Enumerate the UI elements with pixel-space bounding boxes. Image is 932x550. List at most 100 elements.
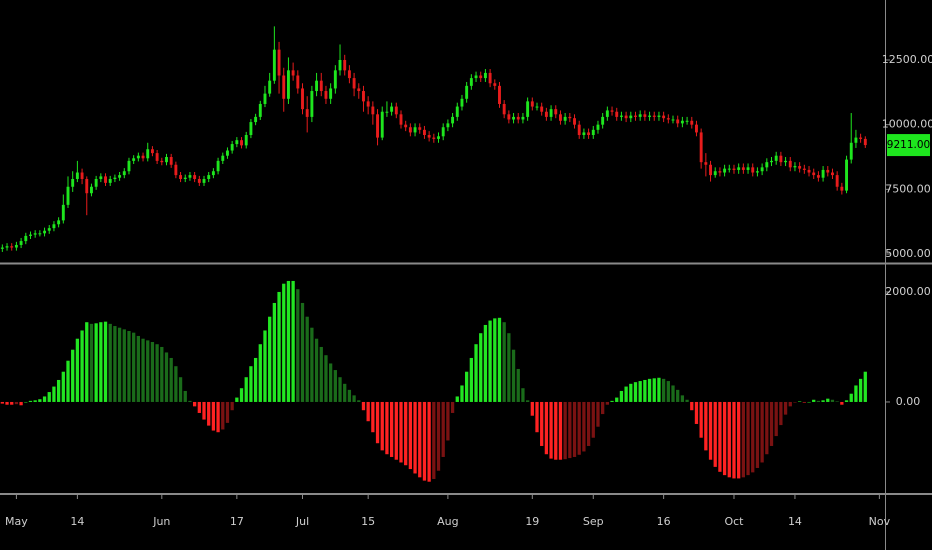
x-tick-label: Jun: [152, 515, 170, 528]
histogram-bar: [563, 401, 567, 460]
candle-body: [66, 186, 70, 205]
histogram-bar: [755, 401, 760, 468]
candle-body: [165, 156, 168, 163]
histogram-bar: [727, 401, 731, 478]
histogram-bar: [708, 401, 713, 460]
histogram-bar: [216, 401, 220, 433]
histogram-bar: [469, 357, 473, 402]
histogram-bar: [572, 401, 577, 457]
candle-body: [399, 114, 403, 125]
candle-body: [333, 70, 337, 89]
candle-body: [19, 241, 23, 245]
candle-body: [188, 175, 192, 178]
candle-body: [821, 169, 825, 178]
candle-body: [427, 135, 431, 138]
histogram-bar: [183, 390, 187, 402]
histogram-bar: [19, 401, 23, 406]
candle-body: [146, 149, 150, 159]
candle-body: [577, 124, 581, 136]
histogram-bar: [33, 400, 37, 402]
candle-body: [0, 247, 4, 249]
histogram-bar: [479, 333, 483, 402]
histogram-bar: [821, 400, 825, 402]
candle-body: [760, 167, 764, 172]
histogram-bar: [371, 401, 375, 433]
candle-body: [479, 75, 483, 79]
candle-body: [765, 162, 769, 168]
candle-body: [277, 49, 281, 76]
histogram-bar: [516, 368, 520, 402]
histogram-bar: [441, 401, 445, 457]
histogram-bar: [722, 401, 727, 476]
candle-body: [90, 186, 93, 194]
histogram-bar: [849, 393, 853, 402]
x-tick-label: 14: [788, 515, 802, 528]
candle-body: [680, 120, 684, 124]
candle-body: [863, 138, 867, 146]
candle-body: [315, 80, 319, 92]
histogram-bar: [816, 400, 821, 402]
candle-body: [418, 127, 422, 130]
histogram-bar: [366, 401, 370, 422]
candle-body: [469, 78, 473, 86]
candle-body: [347, 70, 351, 79]
histogram-bar: [774, 401, 778, 437]
histogram-bar: [268, 316, 272, 402]
histogram-bar: [197, 401, 201, 413]
histogram-bar: [24, 401, 28, 403]
histogram-bar: [225, 401, 230, 423]
candle-body: [793, 166, 797, 168]
candle-body: [174, 164, 178, 176]
histogram-bar: [108, 323, 112, 402]
candle-body: [371, 106, 375, 115]
candle-body: [362, 91, 365, 102]
candle-body: [99, 176, 103, 179]
histogram-bar: [830, 399, 835, 402]
histogram-bar: [207, 401, 211, 426]
candle-body: [845, 159, 848, 191]
histogram-bar: [718, 401, 722, 472]
candle-body: [774, 155, 778, 161]
candle-body: [483, 72, 487, 79]
histogram-bar: [329, 363, 333, 402]
candle-body: [591, 129, 595, 136]
candle-body: [582, 132, 586, 136]
candle-body: [695, 124, 698, 133]
candle-body: [601, 116, 605, 125]
candle-body: [24, 235, 28, 242]
candle-body: [47, 228, 51, 231]
candle-body: [835, 175, 839, 187]
histogram-bar: [160, 346, 164, 402]
histogram-bar: [258, 344, 262, 402]
candle-body: [286, 70, 290, 99]
candle-body: [343, 59, 347, 71]
histogram-bar: [319, 346, 323, 402]
histogram-bar: [624, 386, 628, 402]
histogram-bar: [202, 401, 206, 420]
histogram-bar: [530, 401, 534, 416]
histogram-bar: [432, 401, 436, 479]
histogram-bar: [178, 377, 183, 402]
x-tick-label: 17: [230, 515, 244, 528]
candle-body: [324, 91, 328, 99]
histogram-bar: [497, 317, 502, 402]
candle-body: [282, 75, 286, 99]
histogram-bar: [71, 349, 75, 402]
candle-body: [249, 122, 253, 136]
histogram-bar: [854, 385, 858, 402]
histogram-bar: [704, 401, 708, 451]
candle-body: [296, 75, 300, 89]
histogram-bar: [239, 388, 244, 402]
candle-body: [272, 49, 276, 81]
price-panel: [0, 26, 867, 252]
candle-body: [376, 114, 379, 138]
histogram-bar: [769, 401, 774, 446]
histogram-bar: [357, 400, 361, 402]
candle-body: [770, 160, 773, 163]
candle-body: [746, 167, 750, 170]
candle-body: [352, 78, 356, 89]
candle-body: [512, 116, 516, 120]
candle-body: [779, 155, 783, 163]
